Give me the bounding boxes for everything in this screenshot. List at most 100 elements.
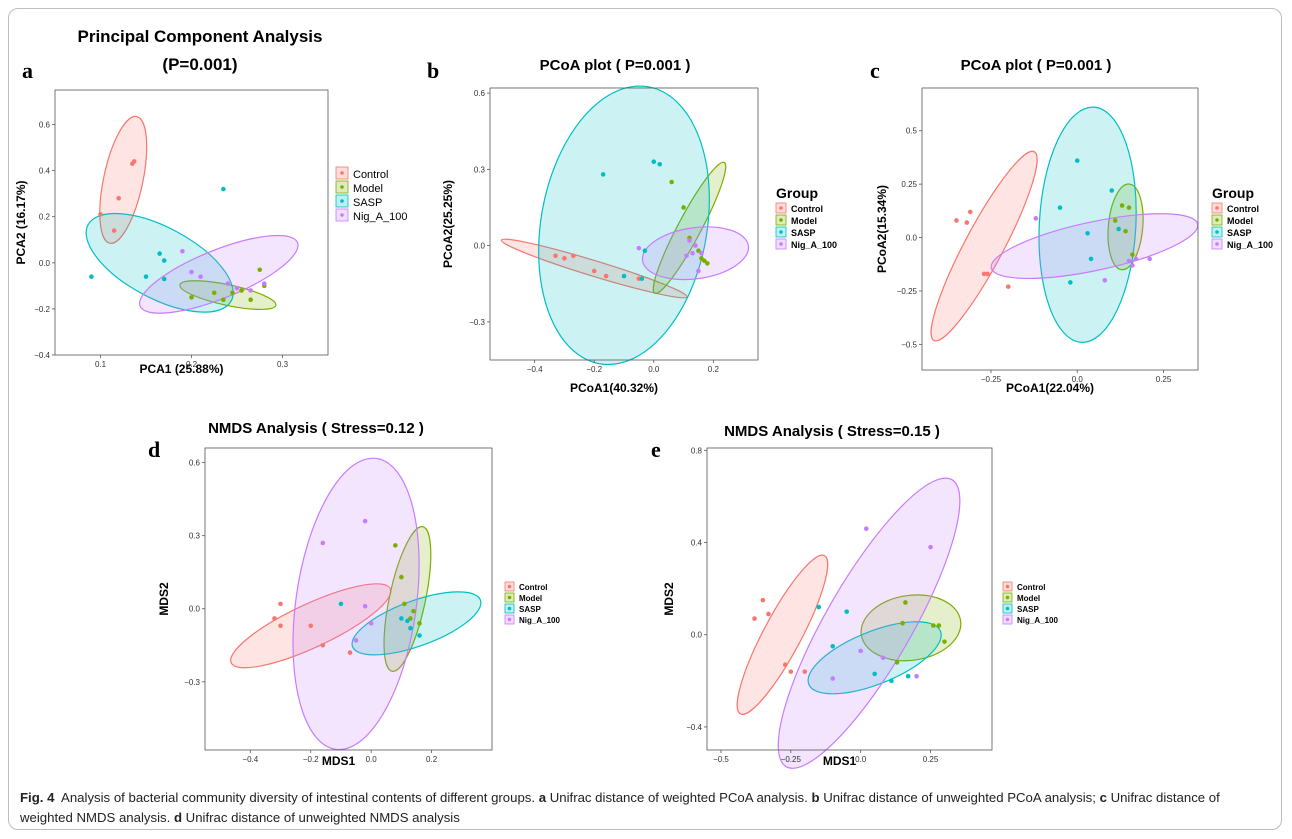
legend-dot-b — [779, 218, 783, 222]
y-tick-label-d: 0.0 — [189, 605, 201, 614]
point-b-sasp — [621, 273, 627, 279]
legend-label-c-nig_a_100: Nig_A_100 — [1227, 240, 1273, 250]
y-tick-label-d: 0.3 — [189, 532, 201, 541]
legend-label-a-model: Model — [353, 183, 383, 195]
point-c-nig_a_100 — [1033, 216, 1039, 221]
point-e-nig_a_100 — [880, 655, 886, 661]
legend-label-c-sasp: SASP — [1227, 228, 1252, 238]
caption-label-a: a — [538, 790, 547, 805]
legend-label-b-model: Model — [791, 216, 817, 226]
point-a-sasp — [157, 251, 162, 256]
point-e-model — [942, 639, 947, 644]
caption-text-a: Unifrac distance of weighted PCoA analys… — [549, 790, 808, 805]
point-a-sasp — [161, 276, 167, 282]
y-tick-label-b: 0.0 — [474, 242, 486, 251]
legend-dot-a — [340, 199, 344, 203]
point-b-sasp — [657, 161, 663, 167]
point-a-sasp — [143, 274, 149, 279]
y-tick-label-b: 0.6 — [474, 89, 486, 98]
point-c-model — [1126, 205, 1132, 210]
legend-dot-c — [1215, 206, 1219, 210]
point-a-control — [116, 196, 121, 201]
point-a-model — [221, 297, 226, 302]
legend-label-b-sasp: SASP — [791, 228, 816, 238]
point-c-control — [985, 271, 990, 277]
legend-label-e-sasp: SASP — [1017, 605, 1039, 614]
point-c-sasp — [1068, 280, 1073, 285]
legend-label-e-nig_a_100: Nig_A_100 — [1017, 616, 1058, 625]
x-tick-label-a: 0.2 — [186, 360, 198, 369]
point-a-nig_a_100 — [180, 249, 185, 254]
point-b-sasp — [639, 276, 645, 281]
y-tick-label-e: 0.8 — [691, 446, 703, 455]
legend-label-a-sasp: SASP — [353, 197, 382, 209]
caption-label-d: d — [173, 810, 182, 825]
x-tick-label-a: 0.3 — [277, 360, 289, 369]
chart-title-b: PCoA plot ( P=0.001 ) — [540, 57, 691, 74]
point-b-model — [705, 261, 710, 266]
legend-dot-c — [1215, 230, 1219, 234]
x-axis-label-d: MDS1 — [322, 754, 356, 768]
point-b-control — [553, 253, 558, 259]
y-tick-label-c: 0.0 — [906, 234, 918, 243]
y-tick-label-a: −0.2 — [34, 305, 50, 314]
legend-label-d-nig_a_100: Nig_A_100 — [519, 616, 560, 625]
x-axis-label-b: PCoA1(40.32%) — [570, 381, 658, 395]
legend-label-a-nig_a_100: Nig_A_100 — [353, 211, 407, 223]
panel-letter-d: d — [148, 437, 161, 462]
plot-frame-b — [489, 87, 759, 361]
point-d-control — [278, 601, 283, 607]
point-d-nig_a_100 — [353, 638, 359, 643]
panel-letter-c: c — [870, 58, 880, 83]
point-d-sasp — [408, 625, 413, 631]
point-e-model — [936, 623, 942, 628]
legend-label-e-control: Control — [1017, 583, 1045, 592]
legend-label-c-control: Control — [1227, 204, 1259, 214]
point-c-nig_a_100 — [1126, 258, 1132, 264]
point-c-nig_a_100 — [1133, 256, 1139, 262]
point-d-control — [278, 623, 283, 629]
y-tick-label-c: 0.25 — [901, 180, 917, 189]
point-e-sasp — [844, 609, 850, 614]
point-e-sasp — [816, 604, 822, 610]
x-axis-label-a: PCA1 (25.88%) — [139, 362, 223, 376]
point-c-sasp — [1085, 230, 1090, 236]
point-a-nig_a_100 — [248, 288, 253, 293]
point-b-nig_a_100 — [699, 250, 704, 256]
point-d-control — [347, 650, 353, 655]
x-tick-label-a: 0.1 — [95, 360, 107, 369]
figure-frame — [8, 8, 1282, 830]
x-tick-label-d: 0.2 — [426, 755, 438, 764]
point-b-sasp — [651, 159, 657, 165]
point-b-nig_a_100 — [693, 243, 698, 248]
ellipse-b-control — [500, 238, 688, 299]
point-a-model — [211, 290, 217, 296]
point-b-nig_a_100 — [684, 253, 689, 259]
y-axis-label-c: PCoA2(15.34%) — [875, 185, 889, 273]
x-tick-label-c: 0.0 — [1072, 375, 1084, 384]
point-d-model — [393, 543, 398, 548]
point-e-control — [766, 611, 771, 617]
y-tick-label-c: 0.5 — [906, 127, 918, 136]
point-d-control — [308, 623, 314, 629]
legend-dot-a — [340, 185, 344, 189]
y-tick-label-e: 0.0 — [691, 631, 703, 640]
y-tick-label-a: 0.4 — [39, 167, 51, 176]
legend-dot-d — [507, 617, 512, 622]
y-tick-label-c: −0.25 — [897, 287, 918, 296]
point-d-nig_a_100 — [362, 518, 368, 524]
point-a-model — [230, 290, 235, 296]
point-c-control — [981, 271, 987, 277]
caption-label-c: c — [1099, 790, 1107, 805]
x-tick-label-b: −0.4 — [527, 365, 543, 374]
point-e-control — [802, 669, 808, 674]
point-e-nig_a_100 — [928, 544, 933, 550]
y-tick-label-c: −0.5 — [901, 340, 917, 349]
y-tick-label-b: −0.3 — [469, 318, 485, 327]
point-b-nig_a_100 — [696, 268, 701, 274]
x-tick-label-e: −0.25 — [781, 755, 802, 764]
